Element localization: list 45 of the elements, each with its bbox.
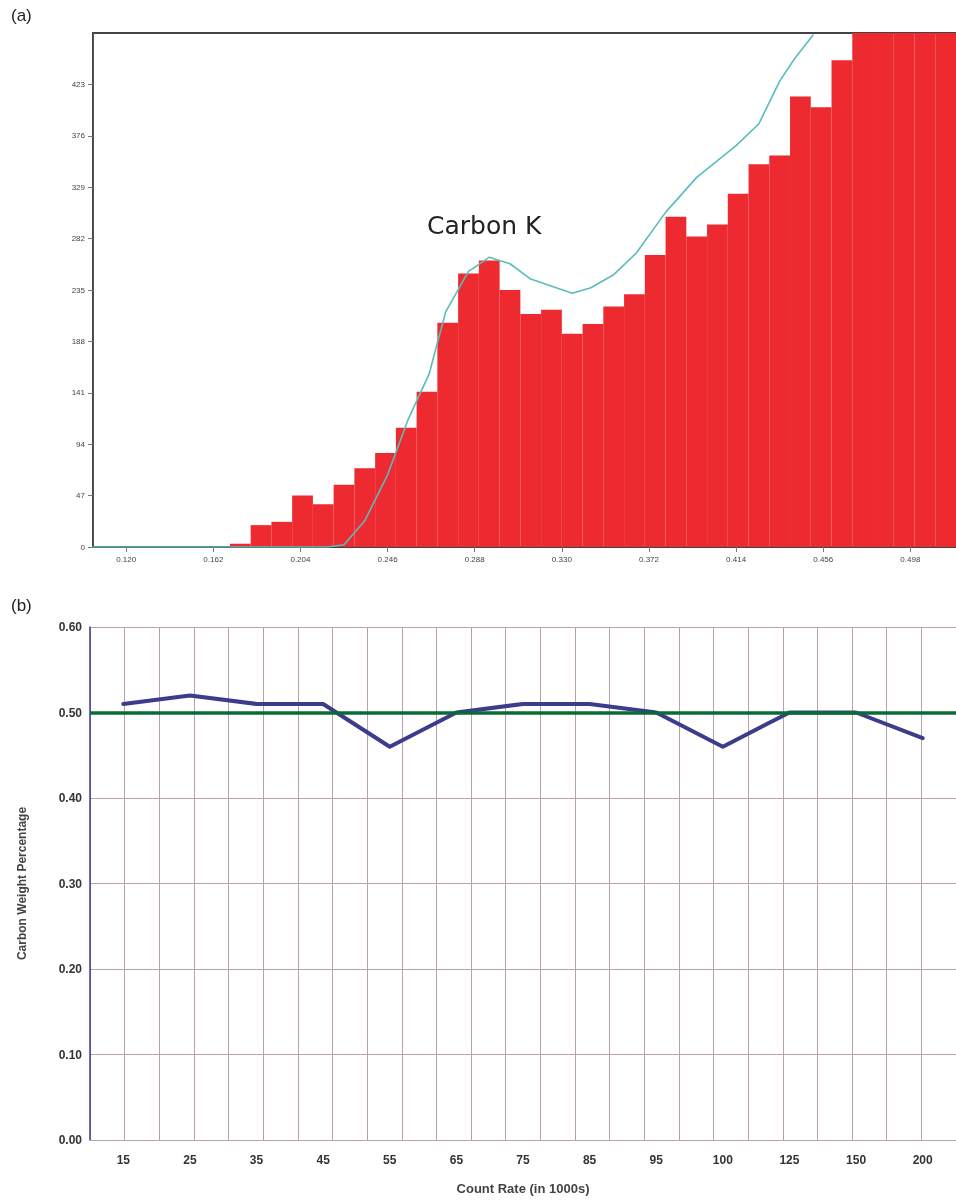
y-tick-label: 0.30: [58, 876, 83, 891]
x-axis-title: Count Rate (in 1000s): [456, 1181, 590, 1196]
x-tick-label: 0.204: [290, 554, 312, 564]
x-tick-label: 200: [912, 1153, 934, 1167]
x-tick-label: 35: [249, 1153, 264, 1167]
y-tick-label: 94: [76, 439, 86, 449]
annotation: Carbon K: [427, 211, 543, 240]
y-tick-label: 0: [80, 542, 86, 552]
x-tick-label: 0.288: [464, 554, 486, 564]
chart-title: (b): [11, 596, 32, 615]
x-tick-label: 25: [183, 1153, 197, 1167]
x-tick-label: 0.162: [203, 554, 224, 564]
x-tick-label: 85: [582, 1153, 597, 1167]
y-tick-label: 376: [71, 131, 86, 141]
x-tick-label: 45: [316, 1153, 331, 1167]
x-tick-label: 15: [116, 1153, 131, 1167]
y-axis-title: Carbon Weight Percentage: [15, 806, 29, 961]
x-tick-label: 55: [383, 1153, 397, 1167]
y-tick-label: 0.00: [58, 1133, 83, 1147]
chart-title: (a): [11, 6, 32, 25]
x-tick-label: 75: [516, 1153, 530, 1167]
y-tick-label: 0.20: [58, 962, 83, 976]
x-tick-label: 65: [449, 1153, 464, 1167]
x-tick-label: 125: [779, 1153, 800, 1167]
x-tick-label: 0.372: [638, 554, 660, 564]
y-tick-label: 0.50: [58, 705, 83, 720]
x-tick-label: 0.498: [900, 554, 921, 564]
y-tick-label: 282: [71, 234, 86, 244]
y-tick-label: 188: [71, 336, 86, 346]
y-tick-label: 0.60: [58, 620, 83, 634]
y-tick-label: 47: [76, 491, 86, 501]
y-tick-label: 235: [71, 285, 86, 295]
y-tick-label: 329: [71, 182, 86, 192]
y-tick-label: 0.40: [58, 791, 83, 805]
x-tick-label: 0.330: [551, 554, 573, 564]
x-tick-label: 0.456: [813, 554, 834, 564]
x-tick-label: 0.414: [726, 554, 747, 564]
y-tick-label: 0.10: [58, 1047, 83, 1062]
x-tick-label: 150: [846, 1153, 867, 1167]
y-tick-label: 141: [71, 388, 86, 398]
y-tick-label: 423: [71, 79, 86, 89]
x-tick-label: 0.120: [116, 554, 137, 564]
x-tick-label: 100: [712, 1153, 734, 1167]
x-tick-label: 0.246: [377, 554, 399, 564]
x-tick-label: 95: [649, 1153, 664, 1167]
